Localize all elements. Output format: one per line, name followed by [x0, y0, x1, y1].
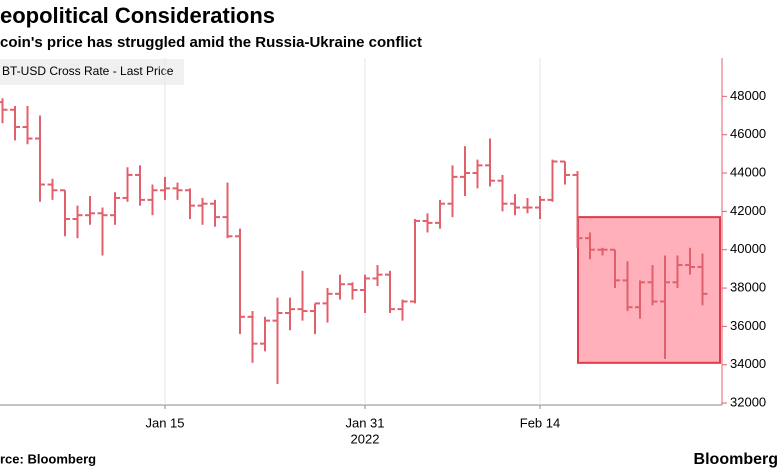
y-tick-label: 44000	[730, 164, 766, 179]
y-tick-label: 38000	[730, 279, 766, 294]
chart-title: eopolitical Considerations	[0, 3, 275, 28]
y-tick-label: 46000	[730, 126, 766, 141]
legend-box	[0, 59, 184, 85]
brand: Bloomberg	[694, 451, 778, 468]
y-tick-label: 32000	[730, 395, 766, 410]
y-tick-label: 42000	[730, 203, 766, 218]
y-tick-label: 36000	[730, 318, 766, 333]
source: rce: Bloomberg	[0, 451, 96, 466]
chart-subtitle: coin's price has struggled amid the Russ…	[0, 34, 422, 51]
x-tick-label: Feb 14	[520, 415, 560, 430]
legend-label: BT-USD Cross Rate - Last Price	[2, 64, 174, 78]
y-tick-label: 48000	[730, 88, 766, 103]
y-tick-label: 40000	[730, 241, 766, 256]
x-tick-label: Jan 15	[145, 415, 184, 430]
y-tick-label: 34000	[730, 356, 766, 371]
x-sublabel: 2022	[351, 431, 380, 446]
x-tick-label: Jan 31	[345, 415, 384, 430]
highlight-box	[577, 216, 721, 364]
